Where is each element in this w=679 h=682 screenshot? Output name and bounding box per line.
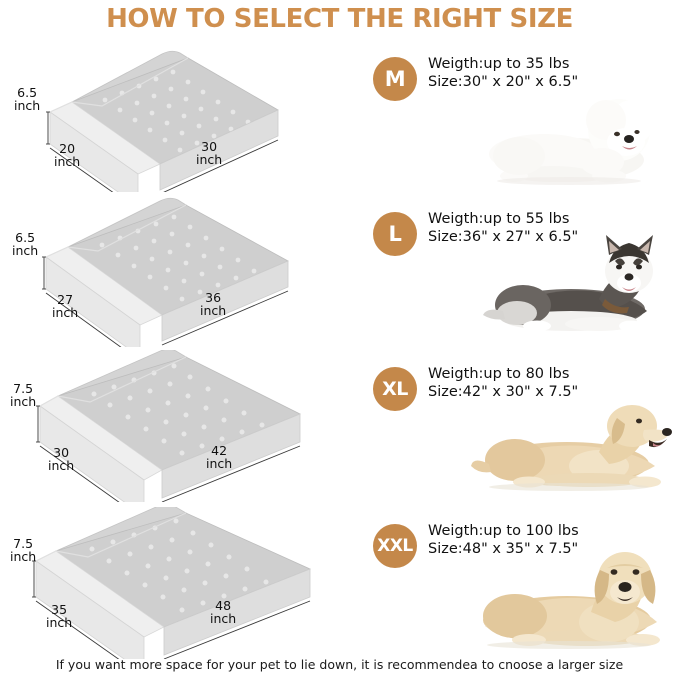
size-spec-l: Weigth:up to 55 lbs Size:36" x 27" x 6.5… bbox=[428, 211, 578, 246]
bed-height-label-m: 6.5 inch bbox=[14, 85, 41, 113]
page-title: HOW TO SELECT THE RIGHT SIZE bbox=[106, 4, 573, 34]
size-badge-m: M bbox=[373, 57, 417, 101]
size-badge-xl: XL bbox=[373, 367, 417, 411]
size-row-xl: 7.5 inch 30 inch 42 inch XL Weigth:up to… bbox=[0, 350, 679, 502]
dimensions-label-l: Size:36" x 27" x 6.5" bbox=[428, 228, 579, 245]
size-spec-xl: Weigth:up to 80 lbs Size:42" x 30" x 7.5… bbox=[428, 366, 578, 401]
bed-diagram-xl: 7.5 inch 30 inch 42 inch bbox=[0, 350, 360, 502]
weight-label-m: Weigth:up to 35 lbs bbox=[428, 56, 570, 72]
weight-label-xl: Weigth:up to 80 lbs bbox=[428, 366, 570, 382]
size-info-m: M Weigth:up to 35 lbs Size:30" x 20" x 6… bbox=[360, 40, 679, 192]
bed-illustration-icon bbox=[32, 507, 312, 659]
size-info-xl: XL Weigth:up to 80 lbs Size:42" x 30" x … bbox=[360, 350, 679, 502]
size-badge-xxl: XXL bbox=[373, 524, 417, 568]
dog-photo-labrador-retriever bbox=[467, 534, 679, 659]
dog-photo-golden-retriever bbox=[469, 390, 679, 502]
size-spec-xxl: Weigth:up to 100 lbs Size:48" x 35" x 7.… bbox=[428, 523, 579, 558]
bed-illustration-icon bbox=[36, 350, 301, 502]
weight-label-xxl: Weigth:up to 100 lbs bbox=[428, 523, 579, 539]
bed-width-label-xl: 42 inch bbox=[206, 443, 233, 471]
bed-illustration-icon bbox=[42, 197, 289, 347]
bed-depth-label-m: 20 inch bbox=[54, 141, 81, 169]
bed-height-label-xxl: 7.5 inch bbox=[10, 536, 37, 564]
bed-diagram-xxl: 7.5 inch 35 inch 48 inch bbox=[0, 507, 360, 659]
bed-depth-label-xl: 30 inch bbox=[48, 445, 75, 473]
size-info-l: L Weigth:up to 55 lbs Size:36" x 27" x 6… bbox=[360, 195, 679, 347]
dimensions-label-xl: Size:42" x 30" x 7.5" bbox=[428, 383, 579, 400]
bed-width-label-xxl: 48 inch bbox=[210, 598, 237, 626]
size-row-xxl: 7.5 inch 35 inch 48 inch XXL Weigth:up t… bbox=[0, 507, 679, 659]
size-spec-m: Weigth:up to 35 lbs Size:30" x 20" x 6.5… bbox=[428, 56, 578, 91]
dimensions-label-xxl: Size:48" x 35" x 7.5" bbox=[428, 540, 579, 557]
size-row-l: 6.5 inch 27 inch 36 inch L Weigth:up to … bbox=[0, 195, 679, 347]
size-chart-rows: 6.5 inch 20 inch 30 inch M Weigth:up to … bbox=[0, 40, 679, 659]
bed-depth-label-l: 27 inch bbox=[52, 292, 79, 320]
bed-diagram-l: 6.5 inch 27 inch 36 inch bbox=[0, 195, 360, 347]
bed-diagram-m: 6.5 inch 20 inch 30 inch bbox=[0, 40, 360, 192]
dog-photo-siberian-husky bbox=[479, 229, 679, 347]
bed-height-label-l: 6.5 inch bbox=[12, 230, 39, 258]
dog-photo-bichon-frise bbox=[474, 82, 679, 192]
bed-width-label-l: 36 inch bbox=[200, 290, 227, 318]
size-badge-l: L bbox=[373, 212, 417, 256]
bed-illustration-icon bbox=[46, 50, 279, 192]
size-info-xxl: XXL Weigth:up to 100 lbs Size:48" x 35" … bbox=[360, 507, 679, 659]
footer-note: If you want more space for your pet to l… bbox=[55, 657, 624, 672]
size-row-m: 6.5 inch 20 inch 30 inch M Weigth:up to … bbox=[0, 40, 679, 192]
bed-width-label-m: 30 inch bbox=[196, 139, 223, 167]
bed-height-label-xl: 7.5 inch bbox=[10, 381, 37, 409]
bed-depth-label-xxl: 35 inch bbox=[46, 602, 73, 630]
dimensions-label-m: Size:30" x 20" x 6.5" bbox=[428, 73, 579, 90]
weight-label-l: Weigth:up to 55 lbs bbox=[428, 211, 570, 227]
